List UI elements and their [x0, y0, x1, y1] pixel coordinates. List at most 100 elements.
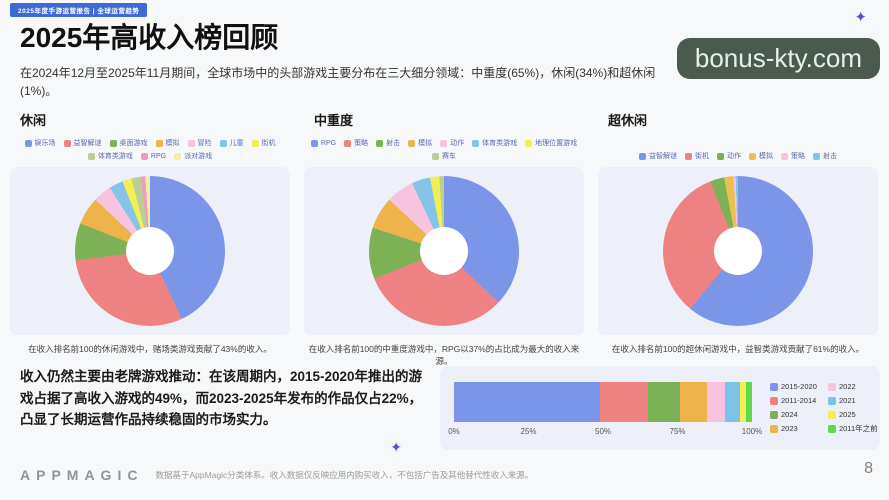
legend-item: 2011年之前	[828, 423, 880, 434]
chart-section-hypercasual: 超休闲 益智解谜 街机 动作 模拟 策略 射击 在收入排名前100的超休闲游戏中，益智类游…	[598, 110, 878, 367]
legend-swatch-icon	[24, 139, 32, 147]
bar-segment	[707, 382, 726, 422]
legend-item: 桌面游戏	[109, 138, 148, 148]
legend-swatch-icon	[187, 139, 195, 147]
legend-item: 冒险	[187, 138, 212, 148]
legend-item: 体育类游戏	[87, 151, 133, 161]
legend-item: 动作	[440, 138, 464, 148]
legend-item: 2022	[828, 382, 880, 391]
legend-item: 2021	[828, 396, 880, 405]
legend-label: 2011年之前	[839, 424, 878, 433]
donut-chart-midcore	[369, 176, 519, 326]
chart-section-casual: 休闲 娱乐场 益智解谜 桌面游戏 模拟 冒险 儿童 街机 体育类游戏 RPG 派对游戏 在收入排名…	[10, 110, 290, 367]
legend-label: 儿童	[229, 140, 244, 147]
legend-item: 益智解谜	[639, 151, 677, 161]
legend-swatch-icon	[251, 139, 259, 147]
legend-swatch-icon	[87, 152, 95, 160]
legend-swatch-icon	[155, 139, 163, 147]
legend-label: 娱乐场	[34, 140, 56, 147]
legend-swatch-icon	[781, 152, 788, 160]
legend-swatch-icon	[749, 152, 756, 160]
footer: APPMAGIC 数据基于AppMagic分类体系。收入数据仅反映应用内购买收入…	[20, 467, 533, 483]
legend-swatch-icon	[63, 139, 71, 147]
legend-label: RPG	[150, 152, 167, 160]
legend-item: 地理位置游戏	[525, 138, 577, 148]
legend-item: 2015-2020	[770, 382, 822, 391]
legend-swatch-icon	[685, 152, 692, 160]
legend-label: 体育类游戏	[97, 153, 133, 160]
donut-hole	[714, 227, 762, 275]
stacked-bar	[454, 382, 752, 422]
legend-swatch-icon	[344, 139, 352, 147]
chart-title-hypercasual: 超休闲	[608, 113, 648, 128]
legend-item: 街机	[685, 151, 709, 161]
legend-swatch-icon	[140, 152, 148, 160]
legend-swatch-icon	[219, 139, 227, 147]
legend-swatch-icon	[639, 152, 646, 160]
legend-label: 射击	[823, 153, 837, 160]
legend-swatch-icon	[440, 139, 448, 147]
legend-label: 2024	[781, 410, 798, 419]
legend-item: 射击	[376, 138, 400, 148]
donut-hole	[420, 227, 468, 275]
subtitle-text: 在2024年12月至2025年11月期间，全球市场中的头部游戏主要分布在三大细分…	[20, 66, 656, 98]
bar-segment	[454, 382, 601, 422]
donut-chart-casual	[75, 176, 225, 326]
appmagic-logo: APPMAGIC	[20, 467, 144, 483]
donut-hole	[126, 227, 174, 275]
legend-swatch-icon	[770, 382, 778, 391]
legend-swatch-icon	[525, 139, 533, 147]
legend-label: 模拟	[759, 153, 773, 160]
legend-item: 模拟	[155, 138, 180, 148]
legend-swatch-icon	[432, 152, 439, 160]
legend-label: 模拟	[165, 140, 180, 147]
legend-hypercasual: 益智解谜 街机 动作 模拟 策略 射击	[598, 134, 878, 161]
legend-label: 桌面游戏	[119, 140, 148, 147]
report-banner: 2025年度手游运营报告 | 全球运营趋势	[10, 3, 148, 17]
legend-item: 2023	[770, 424, 822, 433]
legend-item: 策略	[781, 151, 805, 161]
legend-swatch-icon	[376, 139, 384, 147]
legend-label: 2025	[839, 410, 856, 419]
bar-chart-area: 0% 25% 50% 75% 100%	[448, 382, 762, 450]
chart-section-midcore: 中重度 RPG 策略 射击 模拟 动作 体育类游戏 地理位置游戏 赛车 在收入排名前100的中…	[304, 110, 584, 367]
legend-label: 2022	[839, 382, 856, 391]
chart-caption-midcore: 在收入排名前100的中重度游戏中，RPG以37%的占比成为最大的收入来源。	[308, 344, 580, 366]
x-axis-ticks: 0% 25% 50% 75% 100%	[448, 427, 762, 439]
footer-note: 数据基于AppMagic分类体系。收入数据仅反映应用内购买收入，不包括广告及其他…	[155, 470, 534, 480]
release-year-chart-panel: 0% 25% 50% 75% 100% 2015-2020 2011-2014 2024 20…	[440, 366, 880, 450]
axis-tick-label: 50%	[594, 427, 612, 436]
legend-swatch-icon	[770, 424, 778, 433]
legend-item: 儿童	[219, 138, 244, 148]
legend-label: 冒险	[197, 140, 212, 147]
legend-item: 娱乐场	[24, 138, 56, 148]
insight-block: 收入仍然主要由老牌游戏推动：在该周期内，2015-2020年推出的游戏占据了高收…	[20, 366, 424, 456]
legend-label: 2023	[781, 424, 798, 433]
legend-label: 策略	[354, 140, 369, 147]
bar-segment	[745, 382, 752, 422]
legend-item: 益智解谜	[63, 138, 102, 148]
legend-swatch-icon	[828, 382, 836, 391]
bar-chart-legend: 2015-2020 2011-2014 2024 2023 2022 2021 2025 20…	[770, 380, 880, 436]
legend-label: 街机	[695, 153, 709, 160]
legend-label: 街机	[261, 140, 276, 147]
legend-item: RPG	[140, 151, 167, 161]
bar-segment	[680, 382, 708, 422]
sparkle-icon: ✦	[854, 9, 867, 26]
legend-label: 2011-2014	[781, 396, 817, 405]
bar-segment	[725, 382, 741, 422]
legend-swatch-icon	[770, 410, 778, 419]
legend-swatch-icon	[828, 424, 836, 433]
chart-title-midcore: 中重度	[314, 113, 354, 128]
bar-segment	[740, 382, 746, 422]
axis-tick-label: 25%	[520, 427, 537, 436]
legend-label: 2015-2020	[781, 382, 817, 391]
legend-swatch-icon	[770, 396, 778, 405]
chart-caption-hypercasual: 在收入排名前100的超休闲游戏中，益智类游戏贡献了61%的收入。	[611, 344, 865, 354]
legend-midcore: RPG 策略 射击 模拟 动作 体育类游戏 地理位置游戏 赛车	[304, 134, 584, 161]
page-number: 8	[864, 460, 873, 477]
legend-item: 模拟	[408, 138, 432, 148]
legend-item: 街机	[251, 138, 276, 148]
legend-label: 赛车	[442, 153, 456, 160]
chart-panel-midcore	[304, 167, 584, 335]
